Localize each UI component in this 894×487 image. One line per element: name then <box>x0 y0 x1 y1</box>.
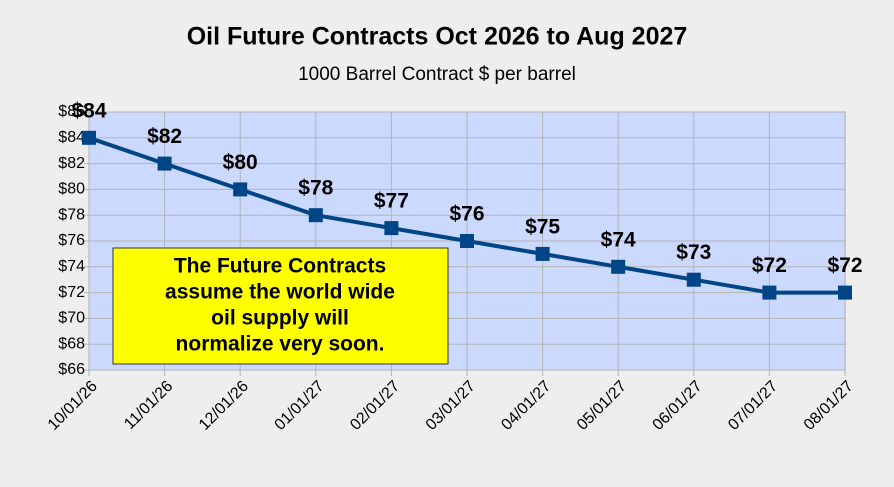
annotation-text: The Future Contracts <box>174 255 386 278</box>
y-tick-label: $68 <box>58 335 85 352</box>
data-label: $74 <box>601 228 636 251</box>
data-marker <box>82 130 96 145</box>
data-label: $75 <box>525 215 560 238</box>
annotation-text: oil supply will <box>211 307 349 330</box>
data-label: $82 <box>147 125 182 148</box>
y-tick-label: $66 <box>58 361 85 378</box>
y-tick-label: $78 <box>58 206 85 223</box>
y-tick-label: $86 <box>58 103 85 120</box>
data-marker <box>686 272 701 287</box>
data-marker <box>233 182 248 197</box>
y-tick-label: $80 <box>58 181 85 198</box>
data-marker <box>838 285 852 300</box>
data-label: $72 <box>752 254 787 277</box>
annotation-text: assume the world wide <box>165 281 395 304</box>
chart-subtitle: 1000 Barrel Contract $ per barrel <box>298 64 576 85</box>
data-label: $84 <box>71 99 106 122</box>
data-label: $78 <box>298 177 333 200</box>
y-tick-label: $72 <box>58 284 85 301</box>
data-label: $72 <box>827 254 862 277</box>
y-tick-label: $76 <box>58 232 85 249</box>
y-tick-label: $74 <box>58 258 85 275</box>
chart-title: Oil Future Contracts Oct 2026 to Aug 202… <box>187 23 688 51</box>
data-label: $76 <box>449 203 484 226</box>
data-label: $77 <box>374 190 409 213</box>
data-marker <box>460 234 474 248</box>
y-tick-label: $82 <box>58 155 85 172</box>
y-tick-label: $70 <box>58 310 85 327</box>
annotation-box <box>112 247 449 365</box>
data-label: $73 <box>676 241 711 264</box>
data-marker <box>384 221 399 236</box>
y-tick-label: $84 <box>58 129 85 146</box>
data-marker <box>762 285 777 300</box>
data-label: $80 <box>223 151 258 174</box>
data-marker <box>308 208 323 223</box>
data-marker <box>157 156 172 171</box>
data-marker <box>611 259 626 274</box>
data-marker <box>535 246 550 261</box>
annotation-text: normalize very soon. <box>176 333 385 356</box>
